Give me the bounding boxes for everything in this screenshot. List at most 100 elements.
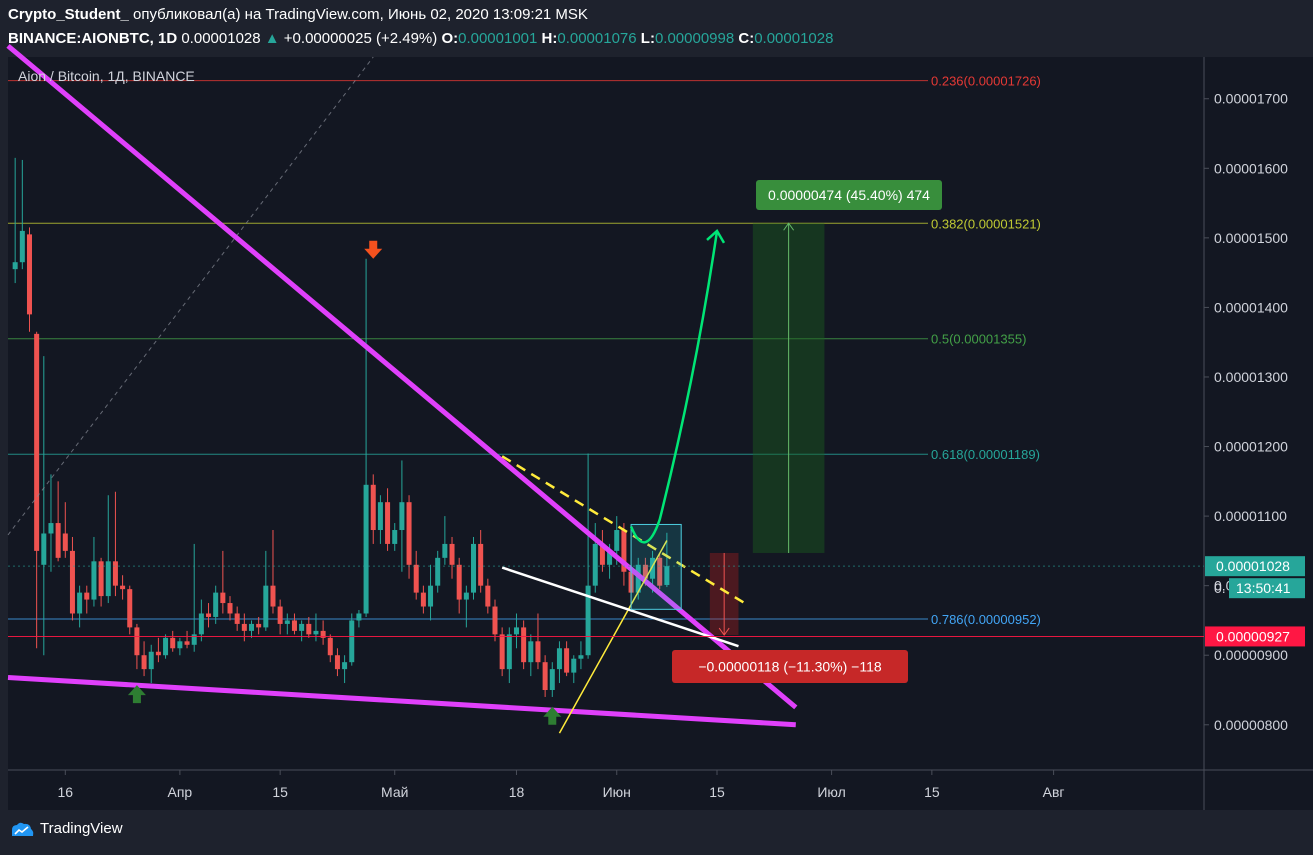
price-change: +0.00000025 (+2.49%) <box>283 30 438 47</box>
bar-countdown: 13:50:41 <box>1236 580 1291 596</box>
candle-body <box>650 557 656 579</box>
fib-label: 0.382(0.00001521) <box>931 216 1041 231</box>
candle-body <box>521 627 527 663</box>
candle-body <box>664 566 670 585</box>
candle-body <box>492 606 498 635</box>
tradingview-footer[interactable]: TradingView <box>8 820 123 837</box>
candle-body <box>198 613 204 635</box>
legend-title[interactable]: Aion / Bitcoin, 1Д, BINANCE <box>18 68 195 84</box>
x-tick-label: Апр <box>168 784 193 800</box>
candle-body <box>370 484 376 531</box>
descending-resistance-line <box>6 43 798 710</box>
high-value: 0.00001076 <box>557 30 637 47</box>
up-triangle-icon: ▲ <box>264 30 280 47</box>
close-value: 0.00001028 <box>754 30 834 47</box>
candle-body <box>413 564 419 593</box>
candle-body <box>62 533 68 551</box>
fib-levels[interactable]: 0.236(0.00001726) 0.382(0.00001521) 0.5(0.… <box>8 74 1041 627</box>
x-tick-label: 15 <box>709 784 725 800</box>
candles <box>12 157 670 697</box>
fib-label: 0.236(0.00001726) <box>931 74 1041 89</box>
fib-label: 0.618(0.00001189) <box>931 447 1040 462</box>
price-tags: 0.00001028 0.00000927 0. 13:50:41 <box>8 556 1305 647</box>
candle-body <box>34 333 40 551</box>
candle-body <box>69 550 75 614</box>
position-tools[interactable] <box>709 222 825 636</box>
candle-body <box>299 623 305 631</box>
y-tick-label: 0.00000900 <box>1214 647 1288 663</box>
sell-arrow-icon <box>364 240 383 259</box>
close-label: C: <box>738 30 755 47</box>
x-tick-label: 18 <box>509 784 525 800</box>
candle-body <box>356 613 362 621</box>
candle-body <box>406 502 412 565</box>
open-value: 0.00001001 <box>458 30 538 47</box>
candle-body <box>98 561 104 597</box>
candle-body <box>191 634 197 645</box>
candle-body <box>26 234 32 315</box>
candle-body <box>535 641 541 663</box>
x-tick-label: Июн <box>603 784 631 800</box>
descending-support-line <box>7 674 796 728</box>
candle-body <box>270 585 276 607</box>
high-label: H: <box>541 30 558 47</box>
fib-label: 0.5(0.00001355) <box>931 332 1026 347</box>
price-scale[interactable] <box>1204 57 1313 810</box>
published-text: опубликовал(а) на TradingView.com, Июнь … <box>133 6 588 23</box>
author-name[interactable]: Crypto_Student_ <box>8 6 129 23</box>
candle-body <box>320 630 326 638</box>
candle-body <box>349 620 355 663</box>
price-tag-box <box>1205 556 1305 577</box>
symbol-label: BINANCE:AIONBTC, 1D <box>8 30 178 47</box>
candle-body <box>55 523 61 558</box>
x-tick-label: Июл <box>817 784 845 800</box>
x-tick-label: 16 <box>58 784 74 800</box>
long-position-label-box <box>756 180 942 210</box>
candle-body <box>141 655 147 670</box>
candle-body <box>91 561 97 600</box>
y-tick-label: 0.00001700 <box>1214 91 1288 107</box>
candle-body <box>478 543 484 586</box>
candle-body <box>220 592 226 604</box>
candle-body <box>48 523 54 534</box>
candle-body <box>592 543 598 586</box>
short-position-label-box <box>672 650 908 683</box>
candle-body <box>471 543 477 593</box>
candle-body <box>599 543 605 565</box>
chart-pane[interactable] <box>8 57 1204 770</box>
candle-body <box>170 637 176 649</box>
candle-body <box>513 627 519 635</box>
candle-body <box>585 585 591 656</box>
time-scale[interactable] <box>8 770 1204 810</box>
buy-arrow-icon <box>127 685 146 704</box>
candle-body <box>148 651 154 670</box>
candle-body <box>256 623 262 628</box>
consolidation-box <box>630 523 682 610</box>
candle-body <box>127 589 133 628</box>
candle-body <box>234 613 240 624</box>
candle-body <box>485 585 491 607</box>
candle-body <box>449 543 455 565</box>
candle-body <box>528 641 534 663</box>
open-label: O: <box>441 30 459 47</box>
tradingview-cloud-icon <box>12 822 34 836</box>
candle-body <box>248 623 255 631</box>
candle-body <box>392 530 398 544</box>
long-arrow-icon <box>783 222 795 231</box>
candle-body <box>564 648 570 673</box>
candle-body <box>263 585 269 628</box>
buy-arrow-icon <box>543 706 562 725</box>
candle-body <box>213 592 219 617</box>
tradingview-brand: TradingView <box>40 820 123 837</box>
candle-body <box>463 592 469 600</box>
x-tick-label: Май <box>381 784 408 800</box>
countdown-box <box>1229 578 1305 599</box>
candle-body <box>155 651 161 656</box>
candle-body <box>657 557 663 586</box>
candle-body <box>363 484 369 614</box>
x-tick-label: 15 <box>924 784 940 800</box>
y-tick-label: 0.00001400 <box>1214 299 1288 315</box>
drawings[interactable]: 0.00000474 (45.40%) 474 −0.00000118 (−11.… <box>6 43 942 734</box>
y-tick-label: 0.00000800 <box>1214 717 1288 733</box>
